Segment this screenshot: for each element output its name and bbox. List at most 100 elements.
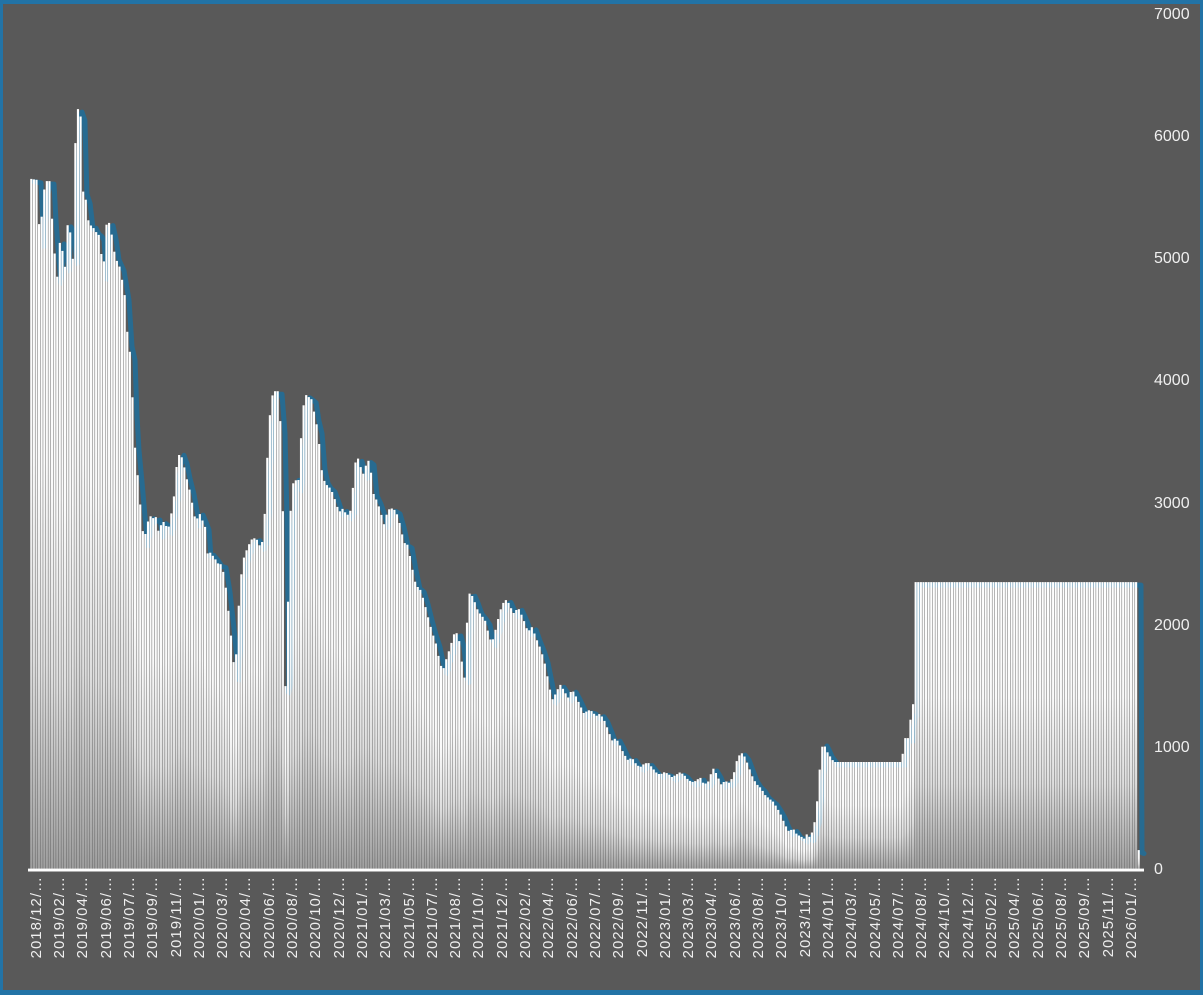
bar: [836, 762, 839, 870]
bar: [701, 782, 705, 870]
bar: [1116, 582, 1120, 870]
bar: [989, 582, 992, 870]
bar: [1023, 582, 1026, 870]
bar: [211, 555, 214, 870]
bar: [784, 826, 788, 870]
bar: [792, 829, 795, 870]
bar: [232, 662, 235, 870]
bar: [644, 763, 648, 870]
bar: [375, 499, 378, 870]
bar: [611, 740, 614, 870]
bar: [406, 544, 409, 870]
bar: [346, 514, 349, 870]
bar: [1049, 582, 1052, 870]
bar: [696, 779, 699, 870]
bar: [720, 784, 723, 870]
bar: [229, 635, 233, 870]
bar: [388, 509, 391, 870]
bar: [437, 655, 440, 870]
x-axis-line: [28, 868, 1144, 872]
bar: [294, 480, 297, 870]
bar: [491, 639, 495, 870]
bar-series: [30, 109, 1140, 871]
x-tick-label: 2021/05/…: [400, 876, 418, 959]
bar: [948, 582, 951, 870]
bar: [860, 762, 863, 870]
bar: [779, 814, 782, 870]
bar: [281, 511, 284, 870]
bar: [320, 470, 323, 870]
bar: [341, 508, 344, 870]
bar: [707, 781, 710, 870]
bar: [105, 224, 108, 870]
bar: [1132, 582, 1135, 870]
bar: [958, 582, 961, 870]
bar: [284, 686, 287, 870]
y-tick-label: 2000: [1154, 616, 1190, 634]
bar: [569, 692, 572, 870]
bar: [963, 582, 967, 870]
bar: [867, 762, 871, 870]
bar: [248, 544, 251, 870]
bar: [216, 563, 220, 870]
bar: [198, 514, 201, 870]
bar: [823, 746, 826, 870]
bar: [535, 640, 539, 870]
bar: [237, 605, 240, 870]
bar: [953, 582, 956, 870]
bar: [683, 775, 686, 870]
bar: [323, 480, 326, 870]
bar: [333, 499, 336, 870]
bar: [935, 582, 938, 870]
bar: [193, 516, 196, 870]
bar: [411, 569, 414, 870]
bar: [167, 526, 170, 870]
bar: [97, 234, 100, 870]
x-tick-label: 2019/09/…: [144, 876, 162, 959]
bar: [1031, 582, 1034, 870]
bar: [414, 581, 417, 870]
bar: [242, 557, 246, 870]
bar: [769, 799, 772, 870]
bar: [1028, 582, 1031, 870]
bar: [919, 582, 922, 870]
bar: [266, 457, 269, 870]
bar: [170, 513, 173, 870]
bar: [289, 510, 292, 870]
bar: [847, 762, 850, 870]
bar: [740, 753, 743, 870]
x-tick-label: 2023/04/…: [703, 876, 721, 959]
bar: [139, 504, 142, 870]
bar: [1080, 582, 1083, 870]
bar: [1057, 582, 1060, 870]
bar: [1085, 582, 1088, 870]
bar: [362, 473, 365, 870]
bar: [61, 250, 64, 870]
bar: [813, 822, 816, 870]
bar: [1020, 582, 1024, 870]
bar: [766, 797, 769, 870]
x-tick-label: 2019/06/…: [97, 876, 115, 959]
bar: [994, 582, 998, 870]
bar: [854, 762, 858, 870]
bar: [829, 756, 832, 870]
y-tick-label: 6000: [1154, 128, 1190, 146]
x-tick-label: 2022/02/…: [517, 876, 534, 959]
bar: [159, 525, 163, 870]
bar: [157, 530, 160, 870]
bar: [126, 331, 129, 870]
bar: [849, 762, 852, 870]
x-tick-label: 2024/01/…: [819, 876, 837, 959]
bar: [546, 676, 549, 870]
bar: [771, 801, 775, 870]
bar: [338, 511, 341, 870]
bar: [460, 661, 463, 870]
bar: [427, 617, 430, 870]
bar: [982, 582, 985, 870]
bar: [624, 755, 627, 870]
bar: [616, 740, 619, 870]
bar: [484, 620, 487, 870]
bar: [590, 711, 593, 870]
bar: [154, 517, 157, 870]
y-tick-label: 4000: [1154, 372, 1190, 390]
